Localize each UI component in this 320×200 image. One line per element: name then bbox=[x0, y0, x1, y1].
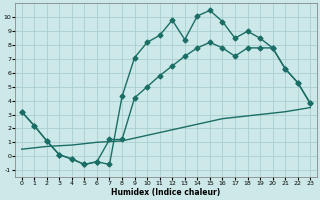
X-axis label: Humidex (Indice chaleur): Humidex (Indice chaleur) bbox=[111, 188, 220, 197]
